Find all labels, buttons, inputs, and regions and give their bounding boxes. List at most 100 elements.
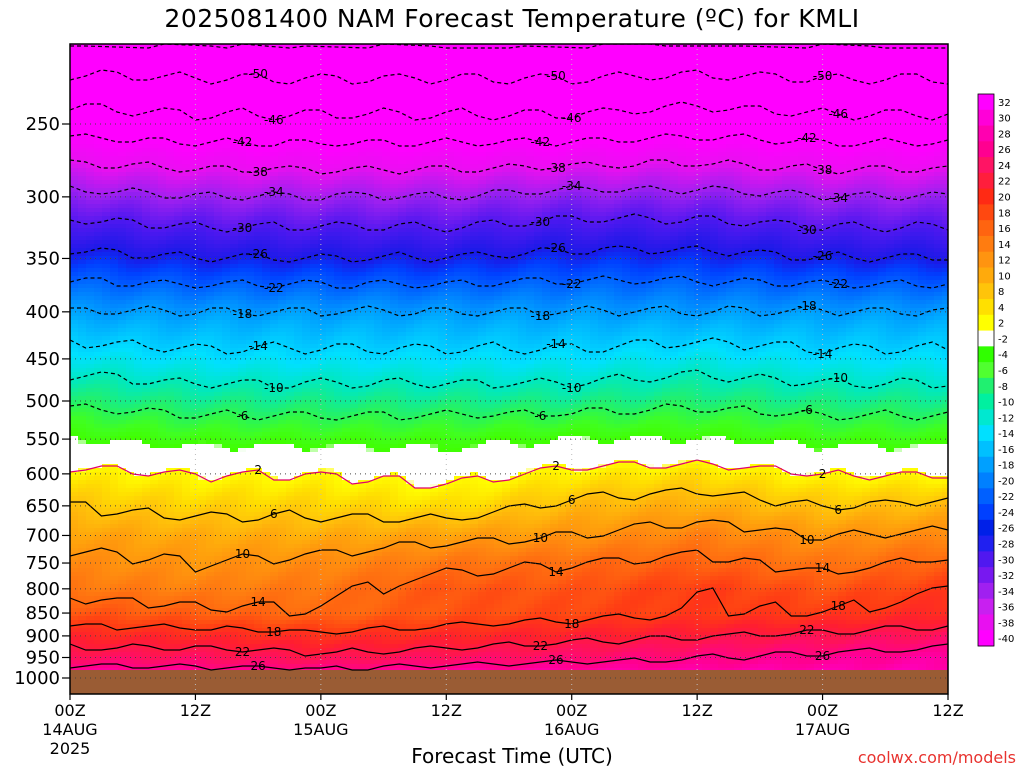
field-cell xyxy=(814,124,823,129)
field-cell xyxy=(782,80,791,85)
field-cell xyxy=(134,60,143,65)
field-cell xyxy=(310,196,319,201)
field-cell xyxy=(318,104,327,109)
field-cell xyxy=(222,156,231,161)
field-cell xyxy=(126,208,135,213)
field-cell xyxy=(590,216,599,221)
field-cell xyxy=(886,212,895,217)
field-cell xyxy=(342,148,351,153)
field-cell xyxy=(838,216,847,221)
field-cell xyxy=(446,156,455,161)
field-cell xyxy=(630,88,639,93)
field-cell xyxy=(798,72,807,77)
field-cell xyxy=(670,208,679,213)
field-cell xyxy=(318,72,327,77)
field-cell xyxy=(246,108,255,113)
field-cell xyxy=(94,176,103,181)
field-cell xyxy=(526,200,535,205)
field-cell xyxy=(494,96,503,101)
field-cell xyxy=(158,184,167,189)
field-cell xyxy=(534,116,543,121)
field-cell xyxy=(838,44,847,49)
field-cell xyxy=(542,112,551,117)
field-cell xyxy=(214,192,223,197)
field-cell xyxy=(118,124,127,129)
field-cell xyxy=(86,196,95,201)
field-cell xyxy=(478,100,487,105)
field-cell xyxy=(518,156,527,161)
field-cell xyxy=(182,60,191,65)
field-cell xyxy=(390,180,399,185)
field-cell xyxy=(198,192,207,197)
field-cell xyxy=(246,188,255,193)
field-cell xyxy=(166,200,175,205)
field-cell xyxy=(102,100,111,105)
field-cell xyxy=(134,56,143,61)
field-cell xyxy=(358,48,367,53)
field-cell xyxy=(446,84,455,89)
field-cell xyxy=(806,44,815,49)
field-cell xyxy=(886,208,895,213)
field-cell xyxy=(478,44,487,49)
field-cell xyxy=(454,48,463,53)
field-cell xyxy=(70,220,79,225)
field-cell xyxy=(766,184,775,189)
field-cell xyxy=(750,64,759,69)
field-cell xyxy=(222,212,231,217)
field-cell xyxy=(70,144,79,149)
field-cell xyxy=(534,172,543,177)
field-cell xyxy=(646,176,655,181)
field-cell xyxy=(806,196,815,201)
field-cell xyxy=(254,160,263,165)
field-cell xyxy=(182,152,191,157)
field-cell xyxy=(710,180,719,185)
field-cell xyxy=(606,136,615,141)
field-cell xyxy=(518,112,527,117)
field-cell xyxy=(214,144,223,149)
field-cell xyxy=(294,204,303,209)
field-cell xyxy=(286,132,295,137)
field-cell xyxy=(870,124,879,129)
field-cell xyxy=(110,64,119,69)
field-cell xyxy=(574,116,583,121)
field-cell xyxy=(542,164,551,169)
field-cell xyxy=(198,224,207,229)
field-cell xyxy=(150,48,159,53)
field-cell xyxy=(790,196,799,201)
field-cell xyxy=(502,180,511,185)
field-cell xyxy=(150,64,159,69)
field-cell xyxy=(310,224,319,229)
field-cell xyxy=(374,88,383,93)
field-cell xyxy=(422,144,431,149)
field-cell xyxy=(302,112,311,117)
field-cell xyxy=(838,220,847,225)
field-cell xyxy=(294,136,303,141)
field-cell xyxy=(742,148,751,153)
field-cell xyxy=(174,196,183,201)
field-cell xyxy=(606,208,615,213)
field-cell xyxy=(742,72,751,77)
field-cell xyxy=(118,148,127,153)
field-cell xyxy=(542,116,551,121)
field-cell xyxy=(830,44,839,49)
field-cell xyxy=(542,168,551,173)
field-cell xyxy=(326,148,335,153)
field-cell xyxy=(566,52,575,57)
field-cell xyxy=(430,92,439,97)
field-cell xyxy=(846,188,855,193)
field-cell xyxy=(918,100,927,105)
field-cell xyxy=(462,148,471,153)
field-cell xyxy=(374,68,383,73)
field-cell xyxy=(70,84,79,89)
field-cell xyxy=(478,208,487,213)
field-cell xyxy=(822,196,831,201)
field-cell xyxy=(182,100,191,105)
field-cell xyxy=(462,216,471,221)
field-cell xyxy=(70,136,79,141)
field-cell xyxy=(182,56,191,61)
field-cell xyxy=(222,144,231,149)
field-cell xyxy=(566,60,575,65)
field-cell xyxy=(70,200,79,205)
field-cell xyxy=(638,188,647,193)
field-cell xyxy=(686,156,695,161)
